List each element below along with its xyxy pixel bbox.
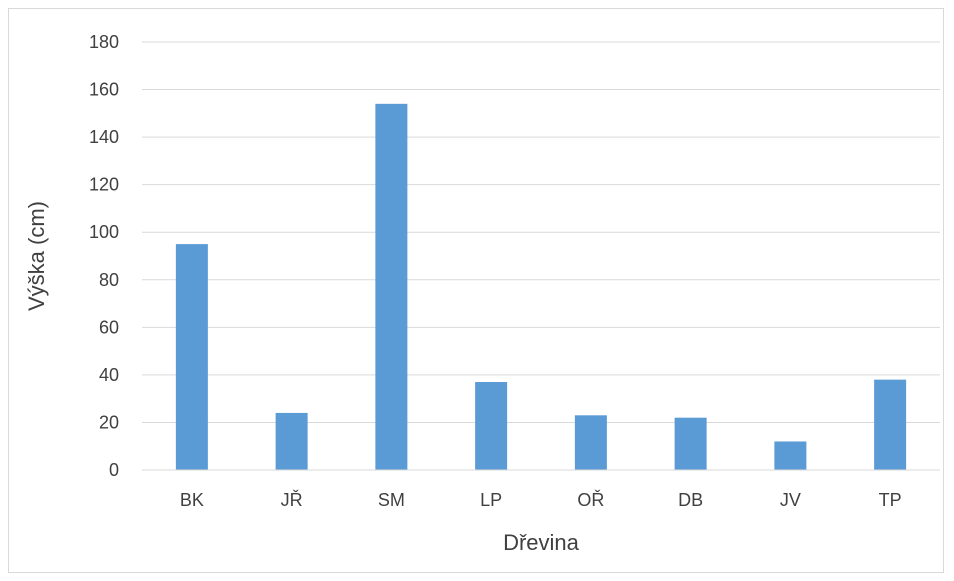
bars (175, 103, 907, 471)
y-tick-label: 140 (89, 127, 119, 147)
y-tick-label: 160 (89, 80, 119, 100)
x-tick-label: LP (480, 490, 502, 510)
x-tick-label: BK (180, 490, 204, 510)
y-tick-label: 40 (99, 365, 119, 385)
y-tick-label: 60 (99, 317, 119, 337)
y-tick-label: 20 (99, 412, 119, 432)
x-tick-labels: BK JŘ SM LP OŘ DB JV TP (180, 490, 902, 510)
bar-OŘ (574, 415, 607, 470)
bar-SM (375, 103, 408, 471)
x-tick-label: JV (780, 490, 801, 510)
bar-TP (874, 379, 907, 470)
y-tick-label: 120 (89, 175, 119, 195)
y-tick-label: 100 (89, 222, 119, 242)
x-tick-label: OŘ (577, 490, 604, 510)
x-tick-label: SM (378, 490, 405, 510)
bar-JŘ (275, 412, 308, 470)
x-tick-label: TP (879, 490, 902, 510)
gridlines (142, 41, 940, 423)
chart-frame (8, 8, 944, 573)
bar-JV (774, 441, 807, 470)
x-axis-title: Dřevina (503, 530, 580, 555)
y-tick-label: 0 (109, 460, 119, 480)
x-tick-label: JŘ (281, 490, 303, 510)
bar-DB (674, 417, 707, 470)
y-tick-labels: 0 20 40 60 80 100 120 140 160 180 (89, 32, 119, 480)
x-tick-label: DB (678, 490, 703, 510)
y-axis-title: Výška (cm) (24, 201, 49, 311)
y-tick-label: 80 (99, 270, 119, 290)
bar-BK (175, 244, 208, 470)
bar-LP (475, 382, 508, 470)
y-tick-label: 180 (89, 32, 119, 52)
